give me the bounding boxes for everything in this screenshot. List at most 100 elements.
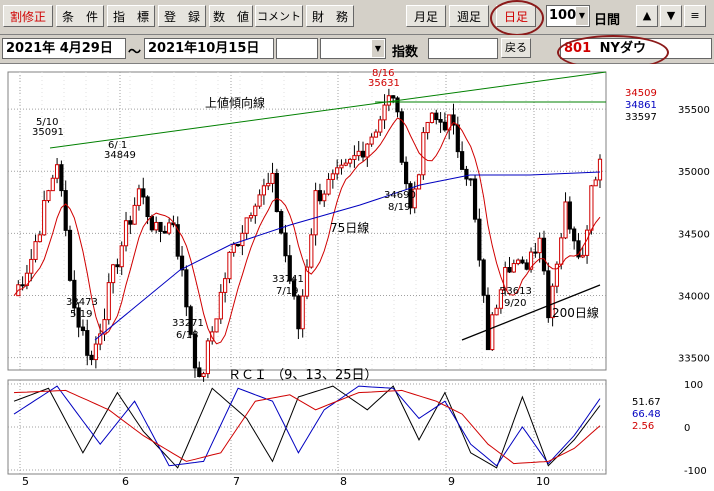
candle-body <box>115 264 120 268</box>
split-adjust-button[interactable]: 割修正 <box>3 5 53 27</box>
indicators-button[interactable]: 指 標 <box>107 5 155 27</box>
candle-body <box>593 179 598 187</box>
candle-body <box>59 164 64 192</box>
annotation-date: 6/18 <box>176 330 198 341</box>
candle-body <box>85 330 90 356</box>
candle-body <box>580 254 585 258</box>
candle-body <box>283 232 288 257</box>
annotation-date: 9/20 <box>504 298 526 309</box>
upper-trend-label: 上値傾向線 <box>205 95 265 110</box>
candle-body <box>468 178 473 181</box>
candle-body <box>347 158 353 164</box>
candle-body <box>516 259 521 265</box>
candle-body <box>136 188 142 206</box>
x-tick-label: 9 <box>448 475 455 488</box>
candle-body <box>240 232 245 247</box>
chevron-down-icon: ▼ <box>372 40 384 57</box>
range-bar: 2021年 4月29日 ～ 2021年10月15日 ▼ 指数 戻る 801 NY… <box>0 35 714 70</box>
candle-body <box>550 285 555 319</box>
candle-body <box>214 318 219 333</box>
candle-body <box>404 161 409 185</box>
annotation-price: 33741 <box>272 274 304 285</box>
candle-body <box>386 95 391 106</box>
rci-y-tick-label: 0 <box>684 423 690 434</box>
rci-line-1 <box>13 385 601 467</box>
chart-background <box>0 64 714 491</box>
monthly-button[interactable]: 月足 <box>406 5 446 27</box>
candle-body <box>188 306 193 335</box>
candle-body <box>270 172 275 184</box>
candle-body <box>429 112 435 123</box>
candle-body <box>20 284 25 287</box>
candle-body <box>460 151 465 170</box>
candle-body <box>287 255 292 282</box>
annotation-date: 6/ 1 <box>108 140 127 151</box>
candle-body <box>584 229 590 256</box>
candle-body <box>102 319 107 335</box>
x-tick-label: 10 <box>536 475 550 488</box>
candle-body <box>106 282 111 321</box>
values-button[interactable]: 数 値 <box>209 5 253 27</box>
candle-body <box>244 217 249 234</box>
comment-button[interactable]: コメント <box>255 5 303 27</box>
candle-body <box>317 190 323 202</box>
up-arrow-icon[interactable]: ▲ <box>636 5 658 27</box>
candle-body <box>141 188 146 198</box>
candle-body <box>481 259 486 296</box>
candle-body <box>498 289 503 309</box>
back-button[interactable]: 戻る <box>501 38 531 58</box>
candle-body <box>528 251 534 270</box>
rci-line-2 <box>13 389 601 465</box>
register-button[interactable]: 登 録 <box>158 5 206 27</box>
period-select[interactable]: 100 ▼ <box>546 5 590 27</box>
x-tick-label: 5 <box>22 475 29 488</box>
candle-body <box>257 194 262 207</box>
candle-body <box>554 263 560 287</box>
candle-body <box>524 262 529 270</box>
candle-body <box>128 220 133 225</box>
end-date-field[interactable]: 2021年10月15日 <box>144 38 274 59</box>
candle-body <box>511 263 516 273</box>
chart-series <box>13 71 607 469</box>
candle-body <box>175 224 180 257</box>
chart-labels: 5 6 7 8 9 10 35500 35000 34500 34000 33500 100 0 -100… <box>22 68 710 488</box>
candle-body <box>343 162 348 166</box>
weekly-button[interactable]: 週足 <box>449 5 489 27</box>
candle-body <box>352 155 357 160</box>
chevron-down-icon: ▼ <box>576 7 588 25</box>
x-tick-label: 6 <box>122 475 129 488</box>
menu-icon[interactable]: ≡ <box>684 5 706 27</box>
x-tick-label: 7 <box>233 475 240 488</box>
period-value: 100 <box>549 8 577 23</box>
start-date-field[interactable]: 2021年 4月29日 <box>2 38 126 59</box>
candle-body <box>339 164 344 169</box>
candle-body <box>369 136 374 145</box>
candle-body <box>123 220 129 247</box>
financials-button[interactable]: 財 務 <box>306 5 354 27</box>
conditions-button[interactable]: 条 件 <box>56 5 104 27</box>
right-value-label: 34861 <box>625 100 657 111</box>
candle-body <box>266 182 271 187</box>
down-arrow-icon[interactable]: ▼ <box>660 5 682 27</box>
candle-body <box>559 237 564 265</box>
candle-body <box>296 295 301 330</box>
x-tick-label: 8 <box>340 475 347 488</box>
annotation-date: 5/10 <box>36 117 58 128</box>
candle-body <box>184 269 189 308</box>
candle-body <box>63 190 68 231</box>
candle-body <box>205 340 210 375</box>
candle-body <box>322 193 327 202</box>
annotation-price: 33271 <box>172 318 204 329</box>
ma200-line <box>461 284 601 341</box>
price-chart: 5 6 7 8 9 10 35500 35000 34500 34000 33500 100 0 -100… <box>0 64 714 491</box>
rci-value-label: 66.48 <box>632 409 661 420</box>
ma75-label: 75日線 <box>330 220 369 235</box>
candle-body <box>572 228 577 242</box>
candle-body <box>537 237 542 254</box>
candle-body <box>425 121 430 134</box>
rci-value-label: 51.67 <box>632 397 661 408</box>
index-select[interactable]: ▼ <box>320 38 386 59</box>
candle-body <box>119 245 124 268</box>
candle-body <box>42 200 47 236</box>
candle-body <box>167 222 172 234</box>
